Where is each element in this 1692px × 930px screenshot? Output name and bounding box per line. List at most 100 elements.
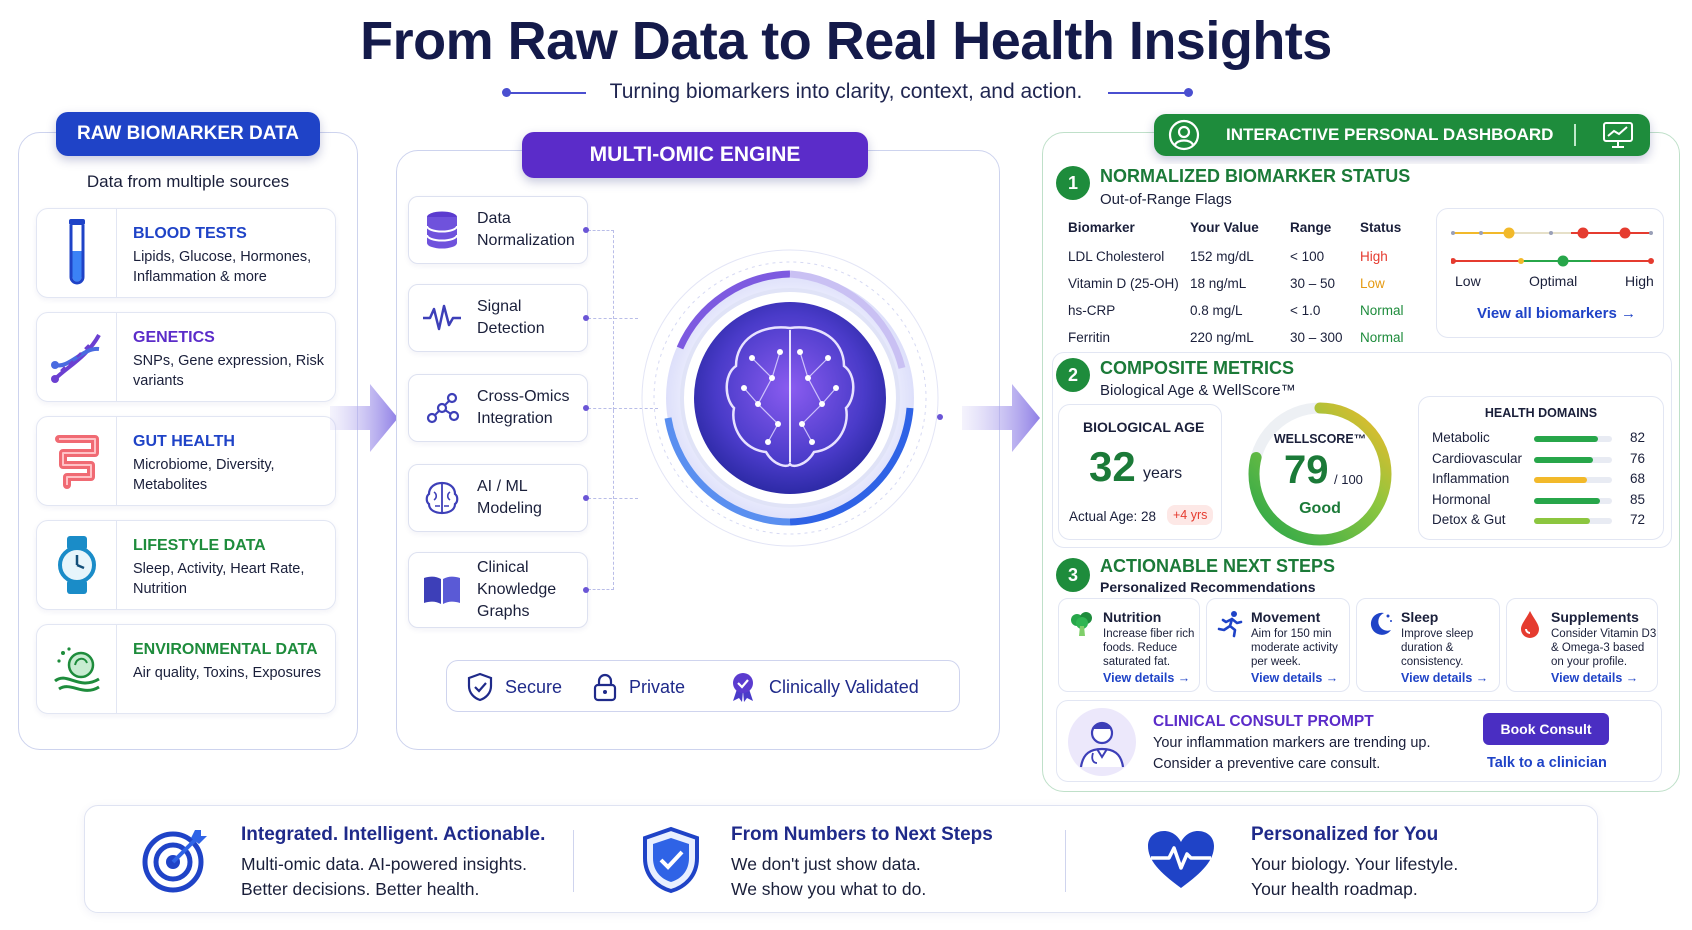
watch-icon xyxy=(37,521,117,609)
source-card-lifestyle[interactable]: LIFESTYLE DATA Sleep, Activity, Heart Ra… xyxy=(36,520,336,610)
source-card-gut[interactable]: GUT HEALTH Microbiome, Diversity, Metabo… xyxy=(36,416,336,506)
subtitle-line-left xyxy=(506,92,586,94)
wellscore-rating: Good xyxy=(1299,500,1341,517)
badge-label: Clinically Validated xyxy=(769,676,919,697)
source-title: BLOOD TESTS xyxy=(133,225,247,242)
health-domains-title: HEALTH DOMAINS xyxy=(1484,406,1598,420)
lock-icon xyxy=(593,673,617,702)
health-domain-row: Inflammation 68 xyxy=(1432,471,1652,491)
footer-title: Integrated. Intelligent. Actionable. xyxy=(241,824,546,845)
footer-title: Personalized for You xyxy=(1251,824,1439,845)
cell: 30 – 300 xyxy=(1290,330,1343,345)
step-label: Signal Detection xyxy=(477,298,545,337)
rec-desc: Improve sleep duration & consistency. xyxy=(1401,628,1474,668)
brain-engine-graphic xyxy=(641,249,939,547)
step-label: AI / ML Modeling xyxy=(477,478,542,517)
cell: 18 ng/mL xyxy=(1190,276,1247,291)
source-desc: Sleep, Activity, Heart Rate, Nutrition xyxy=(133,561,305,597)
rec-desc: Increase fiber rich foods. Reduce satura… xyxy=(1103,628,1195,668)
badge-label: Secure xyxy=(505,676,563,697)
step-data-normalization[interactable]: Data Normalization xyxy=(408,196,588,264)
flow-arrow-left xyxy=(330,384,398,452)
connector-dot xyxy=(583,495,589,501)
table-row[interactable]: hs-CRP 0.8 mg/L < 1.0 Normal xyxy=(1068,297,1420,324)
cell: 152 mg/dL xyxy=(1190,249,1254,264)
status-cell: High xyxy=(1360,249,1388,264)
domain-bar-fill xyxy=(1534,518,1591,524)
badge-clinically-validated: Clinically Validated xyxy=(729,661,919,713)
health-domains-card xyxy=(1418,396,1664,540)
domain-value: 85 xyxy=(1630,491,1646,507)
domain-bar xyxy=(1534,477,1612,483)
rec-card-nutrition[interactable]: Nutrition Increase fiber rich foods. Red… xyxy=(1058,598,1200,692)
subtitle-dot-right xyxy=(1184,88,1193,97)
footer-desc: We don't just show data. We show you what… xyxy=(731,852,926,902)
domain-bar xyxy=(1534,518,1612,524)
footer-divider xyxy=(573,830,574,892)
footer-line: We show you what to do. xyxy=(731,879,927,899)
dashboard-badge-label: INTERACTIVE PERSONAL DASHBOARD xyxy=(1226,125,1554,144)
table-row[interactable]: Ferritin 220 ng/mL 30 – 300 Normal xyxy=(1068,324,1420,351)
status-cell: Normal xyxy=(1360,330,1404,345)
rec-desc: Aim for 150 min moderate activity per we… xyxy=(1251,628,1338,668)
connector-mid-1 xyxy=(588,318,638,319)
domain-name: Detox & Gut xyxy=(1432,512,1506,527)
footer-desc: Multi-omic data. AI-powered insights. Bet… xyxy=(241,852,527,902)
badge-label: Private xyxy=(629,676,686,697)
bio-age-unit: years xyxy=(1143,465,1183,482)
rec-card-supplements[interactable]: Supplements Consider Vitamin D3 & Omega-… xyxy=(1506,598,1658,692)
step-signal-detection[interactable]: Signal Detection xyxy=(408,284,588,352)
domain-bar xyxy=(1534,456,1612,463)
wellscore-value: 79 xyxy=(1284,448,1329,492)
source-card-blood[interactable]: BLOOD TESTS Lipids, Glucose, Hormones, I… xyxy=(36,208,336,298)
rec-title: Movement xyxy=(1251,609,1321,625)
footer-line: Multi-omic data. AI-powered insights. xyxy=(241,854,527,874)
view-all-biomarkers-link[interactable]: View all biomarkers → xyxy=(1477,305,1636,322)
domain-value: 76 xyxy=(1630,450,1646,466)
book-consult-button[interactable]: Book Consult xyxy=(1483,713,1609,745)
rec-view-details-link[interactable]: View details → xyxy=(1551,671,1639,685)
domain-name: Inflammation xyxy=(1432,471,1510,486)
domain-bar xyxy=(1534,436,1612,442)
footer-bar: Integrated. Intelligent. Actionable. Mul… xyxy=(84,805,1598,913)
step-cross-omics[interactable]: Cross-Omics Integration xyxy=(408,374,588,442)
footer-item-integrated: Integrated. Intelligent. Actionable. Mul… xyxy=(85,806,585,914)
heart-pulse-icon xyxy=(1148,831,1214,888)
step-clinical-knowledge[interactable]: Clinical Knowledge Graphs xyxy=(408,552,588,628)
running-icon xyxy=(1215,609,1245,639)
scale-label-low: Low xyxy=(1455,273,1481,289)
rec-card-sleep[interactable]: Sleep Improve sleep duration & consisten… xyxy=(1356,598,1500,692)
domain-value: 72 xyxy=(1630,512,1646,527)
rec-title: Supplements xyxy=(1551,609,1639,625)
intestine-icon xyxy=(37,417,117,505)
cell: 220 ng/mL xyxy=(1190,330,1254,345)
rec-card-movement[interactable]: Movement Aim for 150 min moderate activi… xyxy=(1206,598,1350,692)
badge-divider xyxy=(1574,124,1576,146)
source-card-environmental[interactable]: ENVIRONMENTAL DATA Air quality, Toxins, … xyxy=(36,624,336,714)
source-desc: Microbiome, Diversity, Metabolites xyxy=(133,457,275,493)
age-delta-badge: +4 yrs xyxy=(1167,505,1214,525)
source-title: GUT HEALTH xyxy=(133,433,235,450)
step-ai-ml[interactable]: AI / ML Modeling xyxy=(408,464,588,532)
shield-check-icon xyxy=(643,826,699,894)
source-card-genetics[interactable]: GENETICS SNPs, Gene expression, Risk var… xyxy=(36,312,336,402)
connector-top xyxy=(588,230,614,410)
talk-to-clinician-link[interactable]: Talk to a clinician xyxy=(1487,755,1607,771)
badge-private: Private xyxy=(593,661,685,713)
section-title: COMPOSITE METRICS xyxy=(1100,358,1295,378)
table-row[interactable]: LDL Cholesterol 152 mg/dL < 100 High xyxy=(1068,243,1420,270)
section-number: 3 xyxy=(1056,558,1090,592)
rec-view-details-link[interactable]: View details → xyxy=(1401,671,1489,685)
source-desc: Lipids, Glucose, Hormones, Inflammation … xyxy=(133,249,312,285)
domain-name: Metabolic xyxy=(1432,430,1490,445)
table-row[interactable]: Vitamin D (25-OH) 18 ng/mL 30 – 50 Low xyxy=(1068,270,1420,297)
rec-title: Sleep xyxy=(1401,609,1439,625)
rec-view-details-link[interactable]: View details → xyxy=(1103,671,1191,685)
source-title: ENVIRONMENTAL DATA xyxy=(133,641,318,658)
rec-view-details-link[interactable]: View details → xyxy=(1251,671,1339,685)
section-title: NORMALIZED BIOMARKER STATUS xyxy=(1100,166,1411,186)
rec-title: Nutrition xyxy=(1103,609,1162,625)
award-ribbon-icon xyxy=(733,673,753,702)
footer-item-numbers: From Numbers to Next Steps We don't just… xyxy=(585,806,1085,914)
raw-data-subtitle: Data from multiple sources xyxy=(86,172,290,191)
